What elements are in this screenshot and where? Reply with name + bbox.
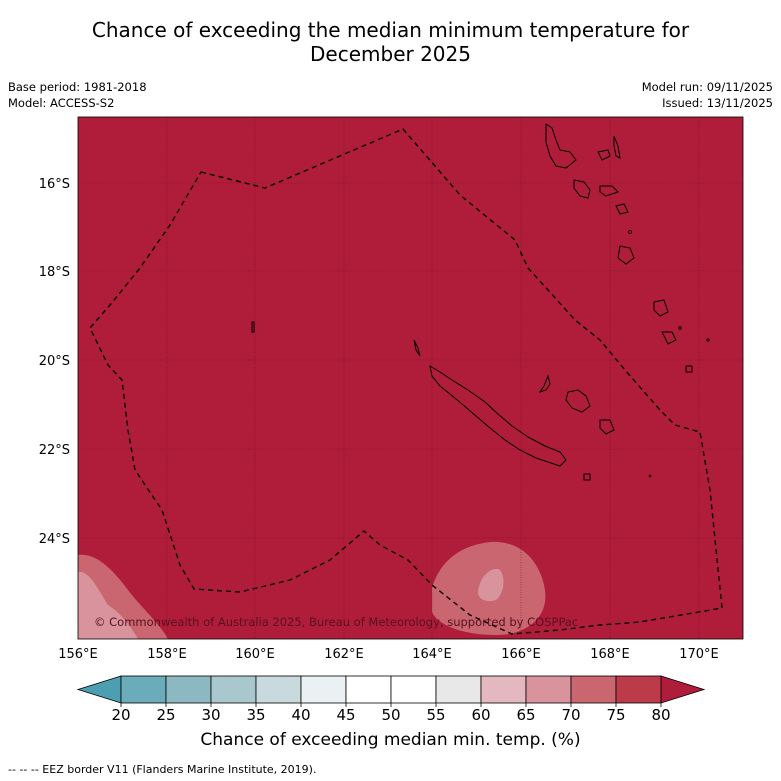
mare-island xyxy=(599,419,615,435)
epi-island xyxy=(615,203,629,215)
colorbar-segment xyxy=(525,675,572,704)
colorbar-segment xyxy=(480,675,527,704)
colorbar-segment xyxy=(570,675,617,704)
ouvea-island xyxy=(538,374,551,393)
colorbar-segment xyxy=(255,675,302,704)
ambrym-island xyxy=(599,185,619,197)
map-frame xyxy=(77,116,744,640)
lat-tick-20s: 20°S xyxy=(39,354,70,369)
colorbar-segment xyxy=(435,675,482,704)
model-run: Model run: 09/11/2025 xyxy=(641,80,773,94)
title-line-1: Chance of exceeding the median minimum t… xyxy=(91,18,690,42)
colorbar-segment xyxy=(615,675,662,704)
colorbar-tick-label: 70 xyxy=(561,706,580,724)
eez-border xyxy=(89,128,723,635)
espiritu-santo-island xyxy=(545,123,577,169)
colorbar-segment xyxy=(120,675,167,704)
model-name: Model: ACCESS-S2 xyxy=(8,96,115,110)
eez-legend: -- -- -- EEZ border V11 (Flanders Marine… xyxy=(8,763,317,776)
copyright-credit: © Commonwealth of Australia 2025, Bureau… xyxy=(94,615,578,629)
erromango-island xyxy=(653,299,669,317)
colorbar-segment xyxy=(165,675,212,704)
malakula-island xyxy=(573,179,591,199)
tanna-island xyxy=(661,331,677,345)
pentecost-island xyxy=(613,135,621,159)
graticule xyxy=(78,117,743,639)
colorbar-tick-label: 65 xyxy=(516,706,535,724)
colorbar-segment xyxy=(300,675,347,704)
colorbar-segment xyxy=(345,675,392,704)
colorbar-tick-label: 35 xyxy=(246,706,265,724)
small-islet-2 xyxy=(628,230,632,234)
lon-tick-156e: 156°E xyxy=(58,647,98,662)
lon-tick-162e: 162°E xyxy=(324,647,364,662)
colorbar-title: Chance of exceeding median min. temp. (%… xyxy=(200,730,581,750)
issued-date: Issued: 13/11/2025 xyxy=(662,96,773,110)
colorbar: 20 25 30 35 40 45 50 55 60 65 70 75 80 xyxy=(76,675,706,724)
base-period: Base period: 1981-2018 xyxy=(8,80,147,94)
lon-tick-160e: 160°E xyxy=(235,647,275,662)
efate-island xyxy=(617,245,635,265)
map-area[interactable] xyxy=(78,117,743,639)
lifou-island xyxy=(565,389,591,413)
lon-tick-170e: 170°E xyxy=(679,647,719,662)
colorbar-tick-label: 45 xyxy=(336,706,355,724)
lat-tick-18s: 18°S xyxy=(39,265,70,280)
lon-tick-158e: 158°E xyxy=(147,647,187,662)
small-islet-3 xyxy=(678,326,682,330)
colorbar-under-extension xyxy=(76,675,122,704)
lon-tick-168e: 168°E xyxy=(590,647,630,662)
colorbar-tick-label: 55 xyxy=(426,706,445,724)
maewo-island xyxy=(597,149,611,161)
lat-tick-24s: 24°S xyxy=(39,532,70,547)
colorbar-tick-label: 80 xyxy=(651,706,670,724)
colorbar-segment xyxy=(390,675,437,704)
colorbar-over-extension xyxy=(660,675,706,704)
small-islet-1 xyxy=(251,321,255,333)
chart-title: Chance of exceeding the median minimum t… xyxy=(0,18,781,66)
lat-tick-16s: 16°S xyxy=(39,177,70,192)
colorbar-tick-label: 20 xyxy=(111,706,130,724)
new-caledonia-island xyxy=(429,364,567,467)
meta-left: Base period: 1981-2018 Model: ACCESS-S2 xyxy=(8,79,147,111)
probability-patch-southwest-inner xyxy=(78,571,138,639)
small-islet-4 xyxy=(706,338,710,342)
lat-tick-22s: 22°S xyxy=(39,443,70,458)
colorbar-tick-label: 50 xyxy=(381,706,400,724)
small-islet-5 xyxy=(648,474,652,478)
colorbar-tick-label: 75 xyxy=(606,706,625,724)
lon-tick-166e: 166°E xyxy=(501,647,541,662)
aneityum-island xyxy=(685,365,693,373)
title-line-2: December 2025 xyxy=(310,42,471,66)
colorbar-tick-label: 30 xyxy=(201,706,220,724)
colorbar-tick-label: 60 xyxy=(471,706,490,724)
lon-tick-164e: 164°E xyxy=(412,647,452,662)
isle-of-pines xyxy=(583,473,591,481)
belep-islands xyxy=(413,339,421,357)
colorbar-tick-label: 40 xyxy=(291,706,310,724)
colorbar-segment xyxy=(210,675,257,704)
colorbar-tick-label: 25 xyxy=(156,706,175,724)
probability-patch-south-central-inner xyxy=(478,569,504,602)
meta-right: Model run: 09/11/2025 Issued: 13/11/2025 xyxy=(642,79,773,111)
